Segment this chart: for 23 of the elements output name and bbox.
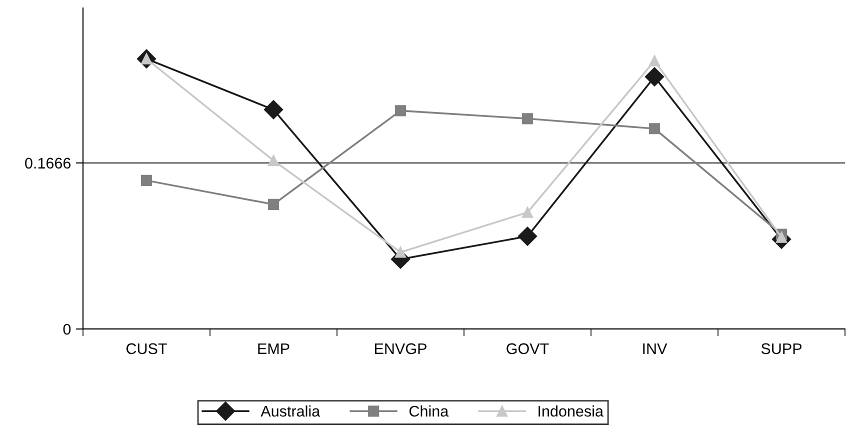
x-tick-label: INV (643, 343, 668, 354)
y-tick-label: 0 (63, 324, 71, 335)
point (140, 174, 152, 186)
legend-label: China (409, 405, 449, 417)
x-tick-label: GOVT (506, 343, 549, 354)
point (264, 100, 284, 120)
x-tick-label: ENVGP (375, 343, 426, 354)
point (522, 206, 534, 218)
point (394, 246, 406, 258)
point (644, 67, 664, 86)
y-tick-label: 0.1666 (25, 158, 71, 169)
point (518, 226, 538, 246)
point (522, 113, 534, 124)
legend-label: Indonesia (538, 405, 604, 417)
legend-label: Australia (260, 405, 320, 417)
x-tick-label: CUST (126, 343, 167, 354)
x-tick-label: EMP (258, 343, 290, 354)
point (648, 55, 660, 66)
point (648, 123, 660, 134)
point (268, 198, 280, 210)
x-tick-label: SUPP (761, 343, 802, 354)
point (394, 105, 406, 116)
point (268, 154, 280, 166)
